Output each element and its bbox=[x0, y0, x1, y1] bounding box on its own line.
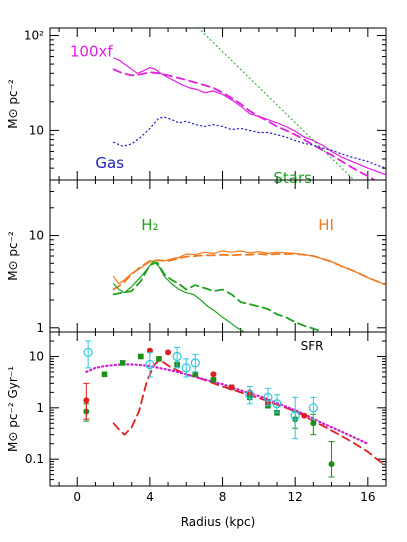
panel-bottom-plot-area bbox=[83, 340, 386, 478]
data-point bbox=[145, 359, 155, 370]
panel-top-series-line bbox=[113, 116, 386, 169]
data-point bbox=[83, 397, 90, 404]
panel-bottom-xtick-label: 4 bbox=[146, 490, 154, 504]
panel-bottom-xtick-label: 12 bbox=[288, 490, 303, 504]
panel-top-ytick-label: 10 bbox=[29, 123, 44, 137]
panel-top-series-line bbox=[112, 68, 377, 180]
data-point bbox=[101, 371, 108, 378]
panel-bottom-xtick-label: 0 bbox=[73, 490, 81, 504]
annotation-label: HI bbox=[318, 216, 334, 234]
data-point bbox=[263, 392, 273, 402]
data-point bbox=[192, 371, 199, 378]
x-axis-label: Radius (kpc) bbox=[181, 515, 256, 529]
panel-middle: 1 10 M⊙ pc⁻² H₂ HI bbox=[6, 179, 387, 335]
data-point bbox=[210, 377, 217, 383]
data-point bbox=[328, 461, 335, 468]
panel-middle-ytick-label: 10 bbox=[29, 229, 44, 243]
panel-middle-series-line bbox=[113, 260, 245, 332]
data-point bbox=[190, 358, 200, 368]
data-point bbox=[245, 390, 255, 400]
data-point bbox=[272, 399, 282, 409]
data-point bbox=[138, 353, 144, 360]
data-point bbox=[308, 403, 318, 413]
panel-top-ytick-label: 10² bbox=[24, 29, 44, 43]
data-point bbox=[181, 363, 191, 373]
panel-bottom-ylabel: M⊙ pc⁻² Gyr⁻¹ bbox=[6, 366, 20, 452]
data-point bbox=[290, 411, 300, 421]
data-point bbox=[165, 349, 172, 356]
panel-bottom-xtick-label: 8 bbox=[219, 490, 227, 504]
panel-top-ylabel: M⊙ pc⁻² bbox=[6, 79, 20, 129]
panel-bottom: 0.1 1 10 0 4 8 12 16 M⊙ pc⁻² Gyr⁻¹ Radius (kpc) SF… bbox=[6, 331, 387, 529]
panel-middle-series-line bbox=[112, 261, 324, 332]
panel-top-series-line bbox=[197, 28, 355, 180]
panel-bottom-model-line bbox=[112, 359, 386, 467]
data-point bbox=[310, 420, 317, 427]
panel-bottom-ytick-label: 10 bbox=[29, 349, 44, 363]
panel-middle-series-line bbox=[112, 253, 386, 291]
data-point bbox=[83, 347, 93, 358]
annotation-label: 100xf bbox=[70, 43, 114, 61]
panel-middle-frame bbox=[49, 179, 387, 333]
panel-middle-plot-area bbox=[112, 250, 386, 332]
panel-top-plot-area bbox=[112, 28, 386, 180]
panel-top: 10 10² M⊙ pc⁻² 100xf Gas Stars bbox=[6, 27, 387, 187]
data-point bbox=[156, 356, 162, 362]
panel-middle-ytick-label: 1 bbox=[36, 321, 44, 335]
data-point bbox=[172, 351, 182, 362]
annotation-label: Gas bbox=[95, 154, 124, 172]
panel-top-series-line bbox=[113, 57, 386, 176]
panel-bottom-model-line bbox=[85, 363, 369, 445]
data-point bbox=[228, 384, 235, 391]
annotation-label: SFR bbox=[301, 339, 324, 353]
data-point bbox=[210, 371, 217, 378]
annotation-label: H₂ bbox=[141, 216, 158, 234]
panel-middle-series-line bbox=[113, 250, 386, 286]
panel-bottom-xtick-label: 16 bbox=[360, 490, 375, 504]
annotation-label: Stars bbox=[273, 169, 312, 187]
panel-bottom-ytick-label: 1 bbox=[36, 401, 44, 415]
panel-bottom-frame bbox=[49, 331, 387, 487]
panel-middle-ylabel: M⊙ pc⁻² bbox=[6, 231, 20, 281]
panel-bottom-ytick-label: 0.1 bbox=[25, 452, 44, 466]
data-point bbox=[119, 360, 126, 366]
data-point bbox=[301, 412, 308, 419]
